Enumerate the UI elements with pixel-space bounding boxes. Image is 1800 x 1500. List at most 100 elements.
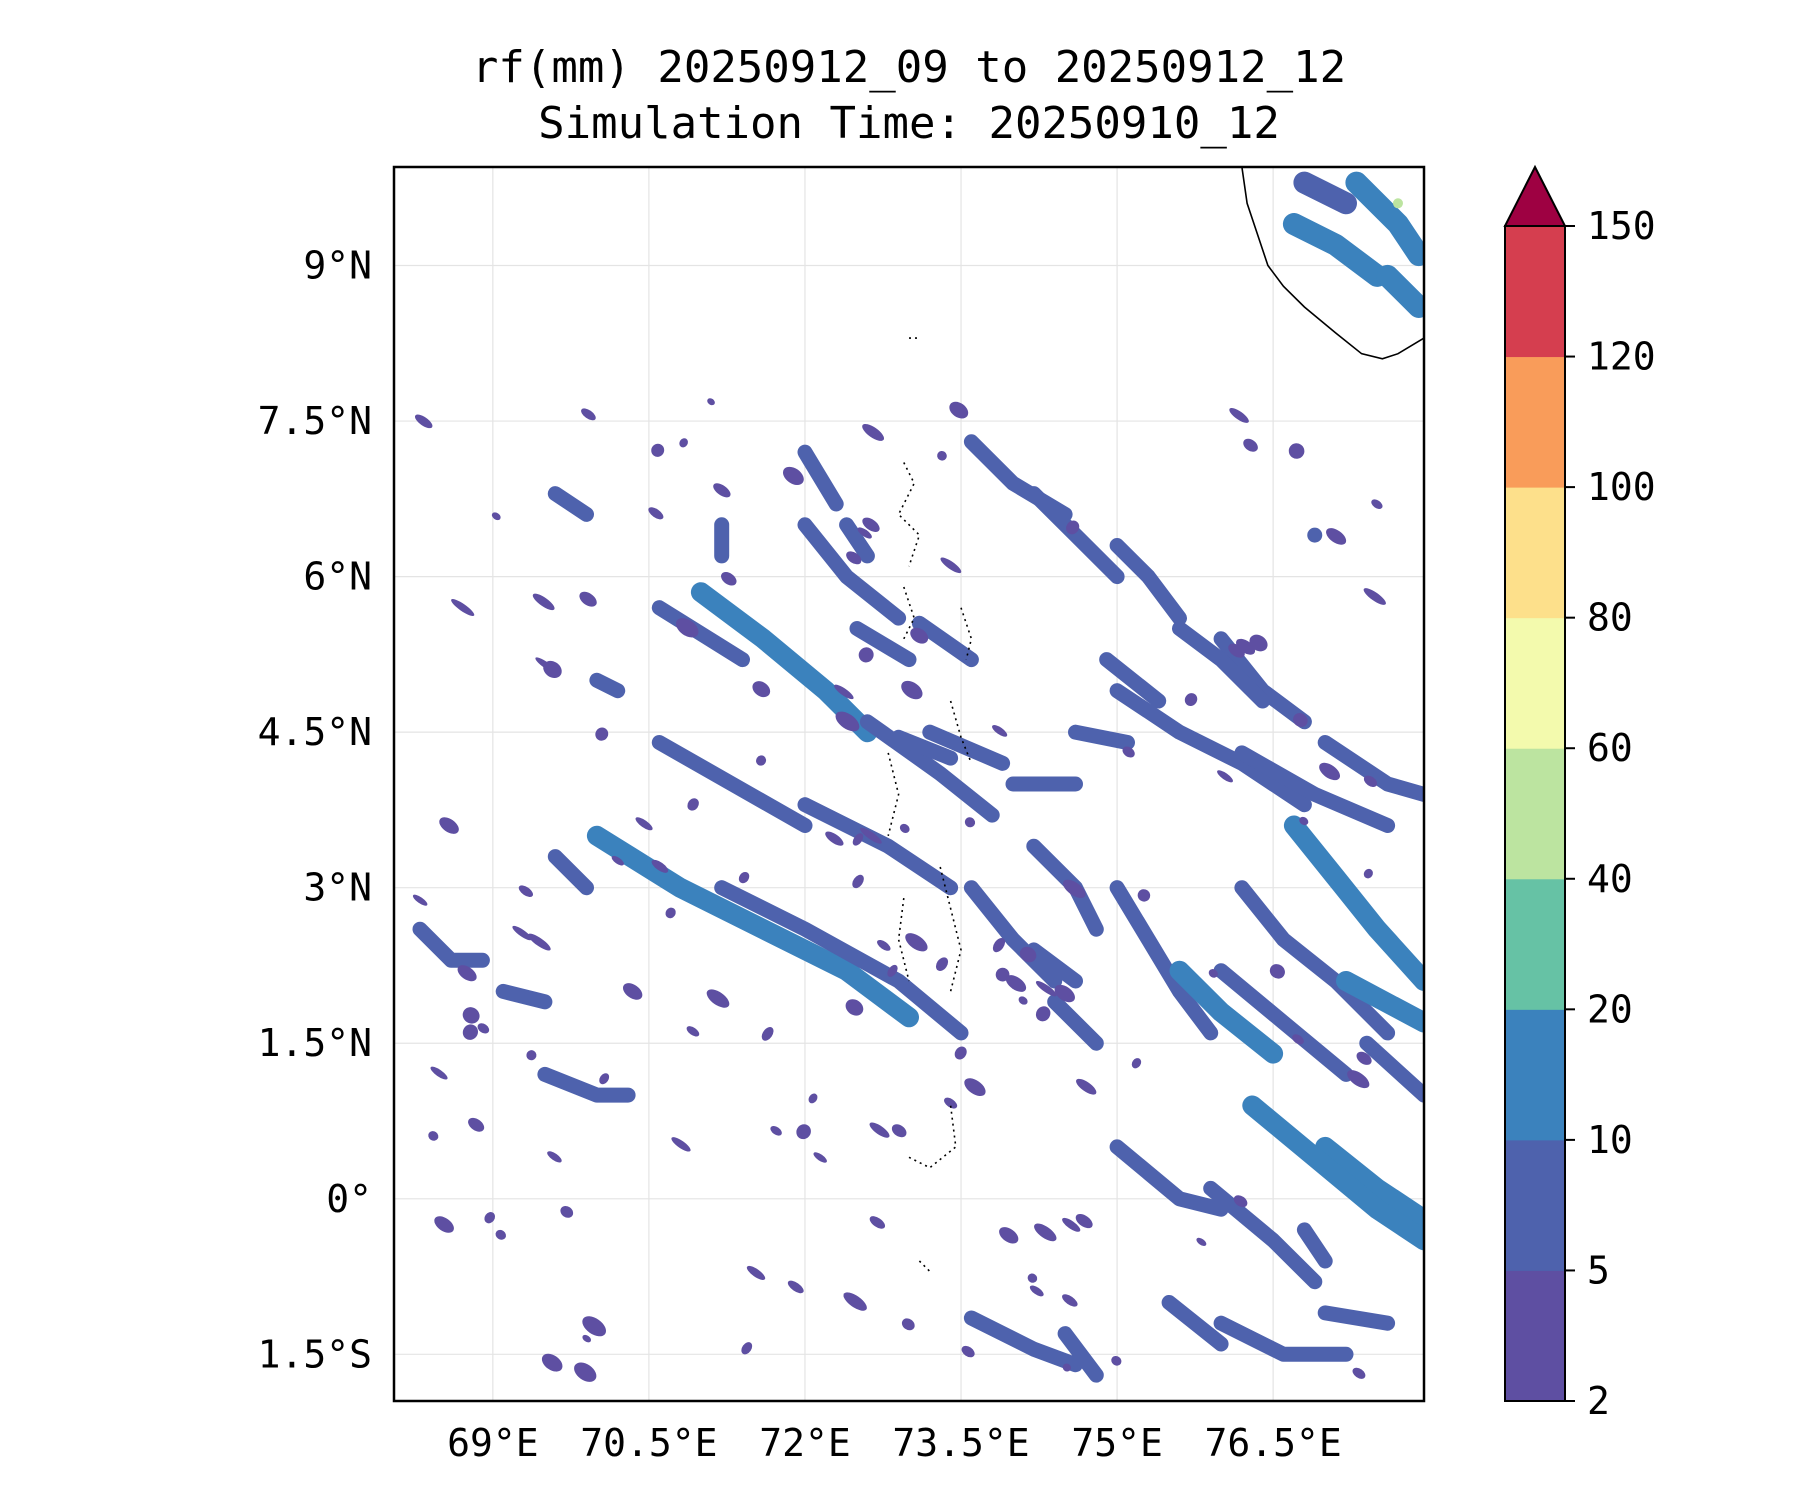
rain-cell bbox=[1062, 1294, 1078, 1307]
colorbar-segment bbox=[1505, 1009, 1565, 1141]
rain-cell bbox=[1196, 1237, 1207, 1246]
rain-cell bbox=[1054, 984, 1075, 1003]
rain-band bbox=[1172, 621, 1271, 709]
rain-cell bbox=[940, 557, 962, 574]
atoll-outline bbox=[949, 700, 973, 764]
rain-cell bbox=[581, 408, 596, 421]
rain-cell bbox=[1062, 1217, 1081, 1232]
rain-cell bbox=[543, 660, 562, 678]
atoll-outline bbox=[897, 898, 910, 982]
rain-cell bbox=[651, 443, 665, 457]
rain-band bbox=[849, 621, 917, 668]
rain-cell bbox=[1292, 1034, 1304, 1045]
rain-cell bbox=[1243, 438, 1258, 452]
x-tick-label: 75°E bbox=[1071, 1421, 1163, 1465]
rain-cell bbox=[526, 1050, 537, 1061]
rain-cell bbox=[860, 827, 882, 844]
rain-cell bbox=[782, 466, 804, 486]
rain-cell bbox=[857, 527, 872, 539]
x-axis-ticks: 69°E 70.5°E 72°E 73.5°E 75°E 76.5°E bbox=[447, 1421, 1342, 1465]
rain-cell bbox=[869, 1216, 886, 1229]
atoll-outline bbox=[887, 752, 900, 836]
rain-patch-kerala bbox=[1345, 171, 1424, 267]
rain-band bbox=[651, 600, 750, 668]
y-tick-label: 6°N bbox=[303, 555, 372, 599]
rain-band bbox=[1109, 538, 1187, 626]
atoll-outline bbox=[903, 586, 916, 640]
rain-cell bbox=[434, 1216, 454, 1233]
rain-cell bbox=[1029, 1285, 1044, 1297]
rain-band bbox=[839, 517, 875, 564]
rain-band bbox=[1307, 527, 1323, 543]
rain-cell bbox=[834, 684, 854, 700]
map-background bbox=[394, 167, 1424, 1401]
rain-band bbox=[911, 615, 979, 668]
rain-patch-kerala bbox=[1376, 264, 1424, 318]
rain-band bbox=[690, 582, 878, 743]
rain-cell bbox=[1347, 1070, 1370, 1089]
rain-cell bbox=[430, 1066, 448, 1080]
rain-cell bbox=[1293, 713, 1308, 728]
rain-cell bbox=[877, 939, 891, 951]
rain-patch-kerala bbox=[1293, 171, 1357, 215]
rain-band bbox=[1109, 880, 1219, 1041]
rain-cell bbox=[901, 680, 923, 700]
colorbar-frame bbox=[1504, 225, 1566, 1402]
rain-band bbox=[547, 849, 594, 896]
x-tick-label: 76.5°E bbox=[1205, 1421, 1342, 1465]
rain-cell bbox=[1288, 443, 1305, 459]
rain-cell bbox=[1326, 528, 1347, 545]
rain-cell bbox=[428, 1131, 439, 1141]
rain-cell bbox=[651, 859, 669, 873]
rain-band bbox=[963, 880, 1063, 989]
colorbar-segment bbox=[1505, 1139, 1565, 1271]
rain-cell bbox=[707, 398, 715, 406]
rain-band bbox=[537, 1066, 636, 1103]
rain-band bbox=[891, 729, 959, 766]
rain-cell bbox=[518, 885, 533, 897]
rain-cell bbox=[901, 1318, 915, 1331]
rain-band bbox=[1026, 942, 1083, 989]
rain-band bbox=[547, 486, 594, 522]
rain-cell bbox=[992, 724, 1008, 737]
rain-cell bbox=[1066, 520, 1080, 535]
colorbar-tick-label: 20 bbox=[1587, 987, 1633, 1031]
rain-band bbox=[1213, 1315, 1354, 1362]
colorbar-tick-label: 120 bbox=[1587, 335, 1656, 379]
rain-band bbox=[1109, 683, 1312, 813]
rain-cell bbox=[635, 817, 653, 831]
rain-cell bbox=[595, 727, 609, 741]
rain-band bbox=[1317, 735, 1424, 802]
colorbar-segment bbox=[1505, 226, 1565, 358]
rain-band bbox=[1068, 724, 1135, 750]
x-tick-label: 70.5°E bbox=[580, 1421, 717, 1465]
rain-cell bbox=[1208, 969, 1218, 978]
rain-cell bbox=[457, 965, 477, 982]
rain-cell bbox=[560, 1205, 574, 1218]
rain-cell bbox=[770, 1125, 782, 1136]
y-tick-label: 3°N bbox=[303, 866, 372, 910]
rain-cell bbox=[756, 755, 767, 766]
rain-band bbox=[651, 735, 813, 833]
rain-cell bbox=[852, 833, 864, 846]
rain-cell bbox=[495, 1229, 506, 1240]
rain-cell bbox=[835, 711, 860, 732]
rain-band bbox=[797, 797, 959, 896]
y-tick-label: 0° bbox=[326, 1177, 372, 1221]
rain-cell bbox=[1035, 1006, 1051, 1022]
india-coastline bbox=[1241, 167, 1424, 360]
y-tick-label: 1.5°N bbox=[258, 1021, 372, 1065]
gridlines bbox=[394, 167, 1424, 1401]
y-tick-label: 9°N bbox=[303, 244, 372, 288]
rain-cell bbox=[679, 438, 688, 448]
rain-band bbox=[412, 921, 490, 968]
rain-cell bbox=[852, 874, 864, 889]
rain-cell bbox=[706, 989, 730, 1008]
rain-cell bbox=[1363, 588, 1386, 605]
rain-cell bbox=[414, 414, 433, 429]
rain-cell bbox=[846, 551, 862, 565]
rain-band bbox=[495, 983, 553, 1010]
rain-cell bbox=[582, 1316, 607, 1337]
rain-band bbox=[797, 517, 907, 626]
colorbar-segment bbox=[1505, 356, 1565, 488]
